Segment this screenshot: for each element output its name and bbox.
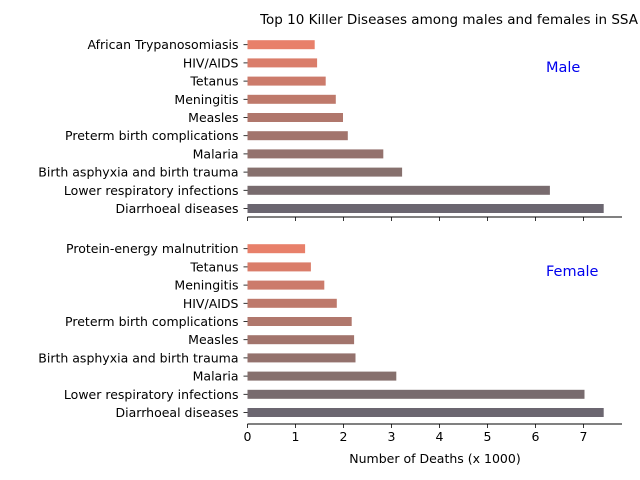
female-bar: [247, 335, 355, 345]
male-bar: [247, 149, 384, 159]
female-category-label: Measles: [188, 332, 238, 347]
female-category-label: Lower respiratory infections: [64, 387, 239, 402]
male-category-label: Lower respiratory infections: [64, 183, 239, 198]
female-bar: [247, 244, 306, 254]
male-bar: [247, 40, 315, 50]
female-x-tick-label: 5: [484, 429, 492, 444]
female-x-tick-label: 6: [532, 429, 540, 444]
male-category-label: Tetanus: [189, 74, 238, 89]
male-bar: [247, 113, 343, 122]
female-x-tick-label: 7: [580, 429, 588, 444]
male-category-label: Preterm birth complications: [65, 128, 238, 143]
female-bar: [247, 298, 337, 308]
female-bar: [247, 317, 352, 326]
male-bar: [247, 94, 336, 104]
female-x-tick-label: 3: [388, 429, 396, 444]
female-panel-label: Female: [546, 264, 599, 280]
female-category-label: Preterm birth complications: [65, 314, 238, 329]
male-category-label: HIV/AIDS: [183, 55, 239, 70]
female-x-tick-label: 2: [340, 429, 348, 444]
male-bar: [247, 185, 550, 195]
male-category-label: Malaria: [193, 146, 239, 161]
x-axis-label: Number of Deaths (x 1000): [349, 451, 520, 466]
male-category-label: African Trypanosomiasis: [87, 37, 238, 52]
female-x-tick-label: 0: [244, 429, 252, 444]
male-panel-label: Male: [546, 60, 580, 76]
female-category-label: Protein-energy malnutrition: [66, 241, 238, 256]
male-bar: [247, 76, 326, 86]
chart-title: Top 10 Killer Diseases among males and f…: [259, 12, 639, 28]
female-category-label: Malaria: [193, 369, 239, 384]
male-bar: [247, 58, 318, 68]
female-bar: [247, 371, 397, 381]
female-x-tick-label: 1: [292, 429, 300, 444]
female-panel: Diarrhoeal diseases Lower respiratory inf…: [38, 241, 622, 444]
female-category-label: Tetanus: [189, 259, 238, 274]
male-category-label: Measles: [188, 110, 238, 125]
female-category-label: Diarrhoeal diseases: [116, 405, 239, 420]
male-bar: [247, 131, 348, 141]
female-bar: [247, 262, 311, 272]
male-panel: Diarrhoeal diseases Lower respiratory inf…: [38, 37, 622, 221]
female-category-label: Birth asphyxia and birth trauma: [38, 350, 238, 365]
female-x-tick-label: 4: [436, 429, 444, 444]
male-category-label: Diarrhoeal diseases: [116, 201, 239, 216]
female-category-label: Meningitis: [174, 278, 238, 293]
male-category-label: Birth asphyxia and birth trauma: [38, 165, 238, 180]
female-bar: [247, 408, 604, 417]
female-category-label: HIV/AIDS: [183, 296, 239, 311]
male-bar: [247, 204, 604, 213]
male-category-label: Meningitis: [174, 92, 238, 107]
female-bar: [247, 389, 585, 399]
male-bar: [247, 167, 403, 177]
female-bar: [247, 280, 325, 290]
female-bar: [247, 353, 356, 363]
